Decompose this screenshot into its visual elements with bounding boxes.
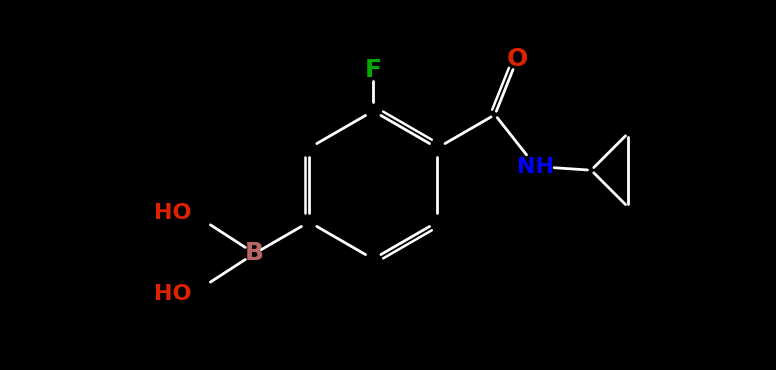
Text: NH: NH (517, 157, 554, 176)
Text: B: B (245, 242, 264, 265)
Text: HO: HO (154, 203, 192, 223)
Text: O: O (507, 47, 528, 71)
Text: HO: HO (154, 284, 192, 304)
Text: F: F (365, 58, 382, 82)
